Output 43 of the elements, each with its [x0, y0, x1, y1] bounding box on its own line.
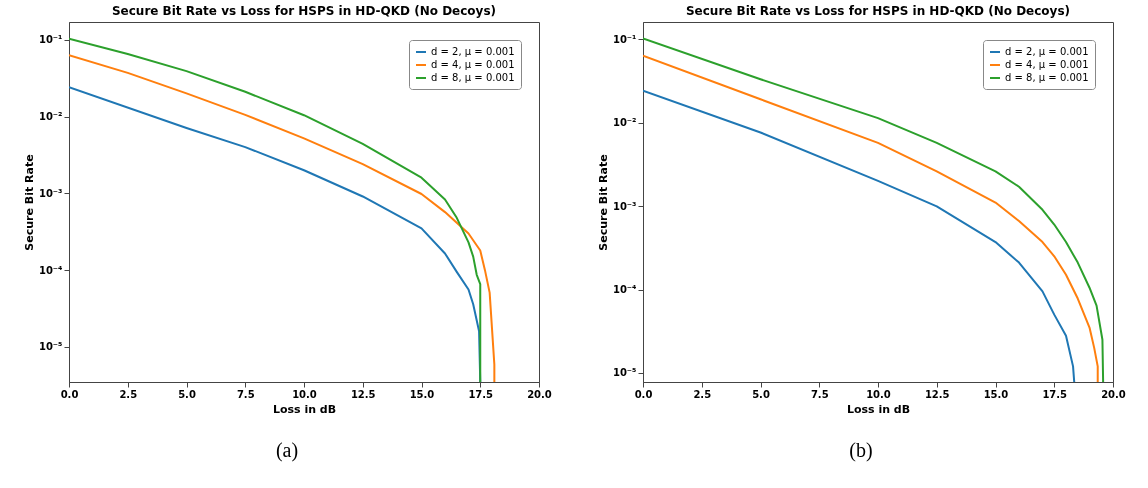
- x-tick-label: 17.5: [1041, 388, 1067, 400]
- legend-label: d = 8, μ = 0.001: [1004, 72, 1089, 83]
- x-tick-label: 20.0: [526, 388, 552, 400]
- y-tick-label: 10⁻⁵: [612, 367, 636, 379]
- text: (b): [849, 439, 873, 462]
- x-tick-label: 20.0: [1100, 388, 1126, 400]
- x-tick-label: 15.0: [409, 388, 434, 400]
- x-tick-label: 10.0: [865, 388, 891, 400]
- y-tick-label: 10⁻⁴: [38, 264, 62, 276]
- y-tick-label: 10⁻²: [612, 117, 636, 129]
- y-tick-label: 10⁻³: [612, 200, 636, 212]
- text: (a): [275, 439, 299, 462]
- line-series: [642, 89, 1075, 382]
- legend-label: d = 8, μ = 0.001: [430, 72, 515, 83]
- y-tick-label: 10⁻³: [38, 187, 62, 199]
- y-axis-title: Secure Bit Rate: [596, 154, 610, 251]
- chart-title: Secure Bit Rate vs Loss for HSPS in HD-QKD (No Decoys): [685, 4, 1070, 18]
- x-tick-label: 12.5: [924, 388, 950, 400]
- x-tick-label: 5.0: [177, 388, 196, 400]
- y-tick-label: 10⁻⁵: [38, 341, 62, 353]
- y-axis-title: Secure Bit Rate: [22, 154, 36, 251]
- x-tick-label: 0.0: [634, 388, 652, 400]
- legend-label: d = 4, μ = 0.001: [1004, 59, 1089, 70]
- x-tick-label: 0.0: [60, 388, 78, 400]
- x-tick-label: 15.0: [983, 388, 1008, 400]
- legend-label: d = 2, μ = 0.001: [430, 46, 515, 57]
- y-tick-label: 10⁻¹: [38, 34, 62, 46]
- chart-title: Secure Bit Rate vs Loss for HSPS in HD-QKD (No Decoys): [111, 4, 496, 18]
- x-tick-label: 12.5: [350, 388, 376, 400]
- y-tick-label: 10⁻²: [38, 111, 62, 123]
- legend-label: d = 2, μ = 0.001: [1004, 46, 1089, 57]
- x-axis-title: Loss in dB: [272, 402, 336, 416]
- x-tick-label: 7.5: [236, 388, 255, 400]
- x-axis-title: Loss in dB: [846, 402, 910, 416]
- legend-label: d = 4, μ = 0.001: [430, 59, 515, 70]
- y-tick-label: 10⁻¹: [612, 33, 636, 45]
- x-tick-label: 10.0: [291, 388, 317, 400]
- x-tick-label: 2.5: [118, 388, 137, 400]
- x-tick-label: 17.5: [467, 388, 493, 400]
- x-tick-label: 7.5: [810, 388, 829, 400]
- y-tick-label: 10⁻⁴: [612, 284, 636, 295]
- x-tick-label: 5.0: [751, 388, 770, 400]
- x-tick-label: 2.5: [692, 388, 711, 400]
